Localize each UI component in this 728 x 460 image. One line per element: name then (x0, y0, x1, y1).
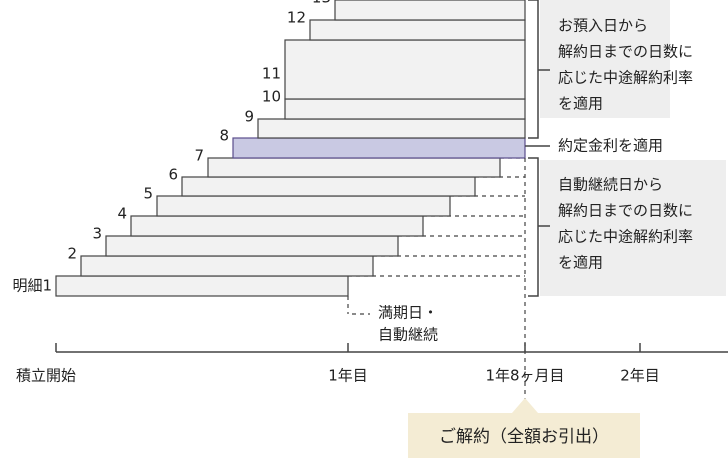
upper-note-line: お預入日から (558, 17, 648, 35)
callout-box (408, 398, 640, 458)
row-bar (309, 19, 526, 41)
row-bar (207, 157, 501, 178)
row-label: 4 (117, 205, 127, 223)
row-label: 6 (168, 166, 178, 184)
row-bar (130, 215, 424, 237)
row-bar (232, 137, 526, 159)
row-bar (55, 275, 349, 297)
row-label: 8 (219, 127, 229, 145)
row-label: 7 (194, 147, 204, 165)
middle-note: 約定金利を適用 (558, 137, 663, 155)
lower-note-line: を適用 (558, 254, 603, 272)
row-bar (156, 195, 451, 217)
row-label: 3 (92, 225, 102, 243)
row-label: 2 (67, 245, 77, 263)
lower-note-line: 解約日までの日数に (558, 202, 693, 220)
row-bar (284, 98, 526, 120)
axis: 積立開始 1年目 1年8ヶ月目 2年目 (16, 343, 660, 385)
notes: お預入日から解約日までの日数に応じた中途解約利率を適用自動継続日から解約日までの… (378, 17, 693, 344)
axis-label: 積立開始 (16, 367, 76, 385)
upper-note-line: を適用 (558, 95, 603, 113)
maturity-note-line: 満期日・ (378, 304, 438, 322)
row-label: 5 (143, 185, 153, 203)
row-bar (284, 39, 526, 100)
row-label: 9 (244, 108, 254, 126)
row-label: 10 (262, 88, 281, 106)
upper-note-line: 応じた中途解約利率 (558, 69, 693, 87)
upper-bracket (528, 0, 539, 139)
row-bar (257, 118, 526, 139)
axis-label: 1年8ヶ月目 (485, 367, 564, 385)
row-bar (105, 235, 399, 257)
axis-label: 2年目 (620, 367, 660, 385)
lower-note-bg (540, 160, 726, 296)
row-label: 明細1 (12, 277, 52, 295)
row-label: 12 (287, 9, 306, 27)
upper-note-bg (540, 0, 670, 118)
row-bar (334, 0, 526, 21)
lower-note-line: 応じた中途解約利率 (558, 228, 693, 246)
axis-label: 1年目 (328, 367, 368, 385)
upper-note-line: 解約日までの日数に (558, 43, 693, 61)
maturity-note-line: 自動継続 (378, 326, 438, 344)
row-bar (181, 176, 476, 197)
row-label: 13 (312, 0, 331, 7)
lower-bracket (528, 157, 539, 297)
row-bar (80, 255, 374, 277)
callout: ご解約（全額お引出） (439, 427, 609, 447)
lower-note-line: 自動継続日から (558, 176, 663, 194)
row-label: 11 (262, 65, 281, 83)
